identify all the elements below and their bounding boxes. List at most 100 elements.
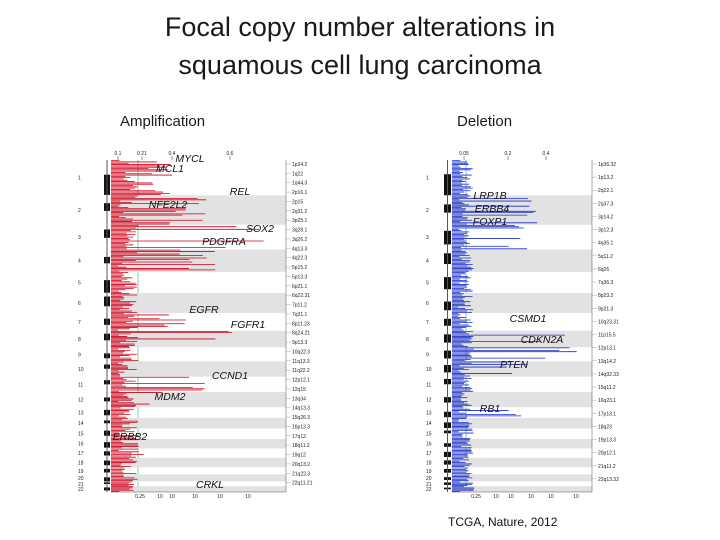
cytoband-label: 4q35.1 [598, 241, 614, 247]
chromosome-label: 8 [78, 337, 81, 343]
cytoband-label: 18q23 [598, 424, 612, 430]
ideogram-line-6 [447, 293, 448, 314]
cytoband-label: 4q13.3 [292, 246, 308, 252]
ideogram-line-18 [447, 457, 448, 468]
chromosome-label: 5 [426, 280, 429, 286]
chromosome-band-18 [111, 457, 286, 468]
cytoband-label: 1p13.2 [598, 175, 614, 181]
chromosome-label: 14 [426, 421, 432, 427]
cytoband-label: 14q13.3 [292, 406, 310, 412]
title-line-1: Focal copy number alterations in [164, 12, 556, 42]
bottom-tick-label: 10 [245, 494, 251, 500]
cytoband-label: 6q26 [598, 267, 609, 273]
ideogram-line-13 [447, 407, 448, 418]
chromosome-label: 20 [426, 476, 432, 482]
gene-label-erbb2: ERBB2 [113, 431, 148, 443]
gene-label-foxp1: FOXP1 [473, 216, 507, 228]
cytoband-label: 12p12.1 [292, 378, 310, 384]
bottom-tick-label: 0.25 [471, 494, 481, 500]
cytoband-label: 16q23.1 [598, 398, 616, 404]
ideogram-line-6 [106, 293, 108, 314]
chromosome-label: 20 [78, 476, 84, 482]
chromosome-band-22 [452, 486, 592, 492]
ideogram-line-8 [106, 330, 108, 348]
ideogram-line-12 [447, 391, 448, 408]
cytoband-label: 11q13.3 [292, 359, 310, 365]
chromosome-label: 12 [78, 398, 84, 404]
cytoband-label: 22q11.21 [292, 481, 313, 487]
ideogram-line-1 [106, 160, 108, 196]
cytoband-label: 20q13.2 [292, 462, 310, 468]
cytoband-label: 8q24.21 [292, 331, 310, 337]
ideogram-line-9 [106, 347, 108, 362]
cytoband-label: 8p23.2 [598, 293, 614, 299]
gene-label-lrp1b: LRP1B [473, 190, 506, 202]
bottom-tick-label: 10 [548, 494, 554, 500]
ideogram-line-22 [106, 486, 108, 492]
gene-label-sox2: SOX2 [246, 223, 274, 235]
gene-label-fgfr1: FGFR1 [231, 319, 265, 331]
cytoband-label: 17q12 [292, 434, 306, 440]
chromosome-label: 1 [78, 176, 81, 182]
chromosome-band-14 [452, 417, 592, 429]
ideogram-line-21 [106, 481, 108, 487]
gene-label-erbb4: ERBB4 [475, 203, 510, 215]
ideogram-line-5 [447, 271, 448, 294]
gene-label-mdm2: MDM2 [155, 391, 186, 403]
bottom-tick-label: 10 [192, 494, 198, 500]
top-tick-label: 0.4 [169, 151, 176, 157]
chromosome-label: 7 [426, 320, 429, 326]
cytoband-label: 7q36.3 [598, 280, 614, 286]
cytoband-label: 2p16.1 [292, 190, 308, 196]
chromosome-band-10 [111, 361, 286, 377]
ideogram-line-19 [447, 467, 448, 475]
ideogram-line-15 [447, 428, 448, 440]
chromosome-label: 3 [426, 235, 429, 241]
chromosome-label: 9 [78, 352, 81, 358]
chromosome-label: 15 [78, 432, 84, 438]
cytoband-label: 17p13.1 [598, 411, 616, 417]
ideogram-line-15 [106, 428, 108, 440]
ideogram-line-1 [447, 160, 448, 196]
ideogram-line-13 [106, 407, 108, 418]
gene-label-nfe2l2: NFE2L2 [149, 199, 188, 211]
cytoband-label: 5p15.2 [292, 265, 308, 271]
ideogram-line-5 [106, 271, 108, 294]
top-tick-label: 0.6 [227, 151, 234, 157]
cytoband-label: 11q22.2 [292, 368, 310, 374]
ideogram-line-14 [106, 417, 108, 429]
chromosome-label: 11 [78, 382, 83, 388]
top-tick-label: 0.2 [505, 151, 512, 157]
cytoband-label: 5p13.3 [292, 274, 308, 280]
cytoband-label: 19q12 [292, 453, 306, 459]
chromosome-label: 9 [426, 352, 429, 358]
cytoband-label: 5q11.2 [598, 254, 613, 260]
ideogram-line-16 [106, 439, 108, 449]
cytoband-label: 2q31.2 [292, 209, 308, 215]
gene-label-csmd1: CSMD1 [510, 313, 547, 325]
cytoband-label: 6p21.1 [292, 284, 308, 290]
chromosome-label: 6 [426, 301, 429, 307]
top-tick-label: 0.05 [459, 151, 469, 157]
cytoband-label: 11p15.5 [598, 333, 616, 339]
chromosome-label: 13 [78, 411, 84, 417]
chromosome-label: 5 [78, 280, 81, 286]
cytoband-label: 4q22.3 [292, 256, 308, 262]
chromosome-label: 6 [78, 301, 81, 307]
ideogram-line-2 [447, 195, 448, 225]
page-title: Focal copy number alterations in squamou… [0, 8, 720, 84]
cytoband-label: 1p36.32 [598, 162, 616, 168]
cytoband-label: 15q11.2 [598, 385, 616, 391]
cytoband-label: 1q44.3 [292, 181, 308, 187]
chromosome-label: 21 [78, 482, 84, 488]
ideogram-line-3 [106, 224, 108, 250]
chromosome-label: 7 [78, 320, 81, 326]
cytoband-label: 6q22.31 [292, 293, 310, 299]
cytoband-label: 13q14.2 [598, 359, 616, 365]
chromosome-label: 19 [78, 469, 84, 475]
cytoband-label: 19p13.3 [598, 438, 616, 444]
cytoband-label: 10q23.31 [598, 319, 619, 325]
bottom-tick-label: 10 [508, 494, 514, 500]
amplification-header: Amplification [120, 113, 206, 130]
cytoband-label: 2p15 [292, 199, 303, 205]
